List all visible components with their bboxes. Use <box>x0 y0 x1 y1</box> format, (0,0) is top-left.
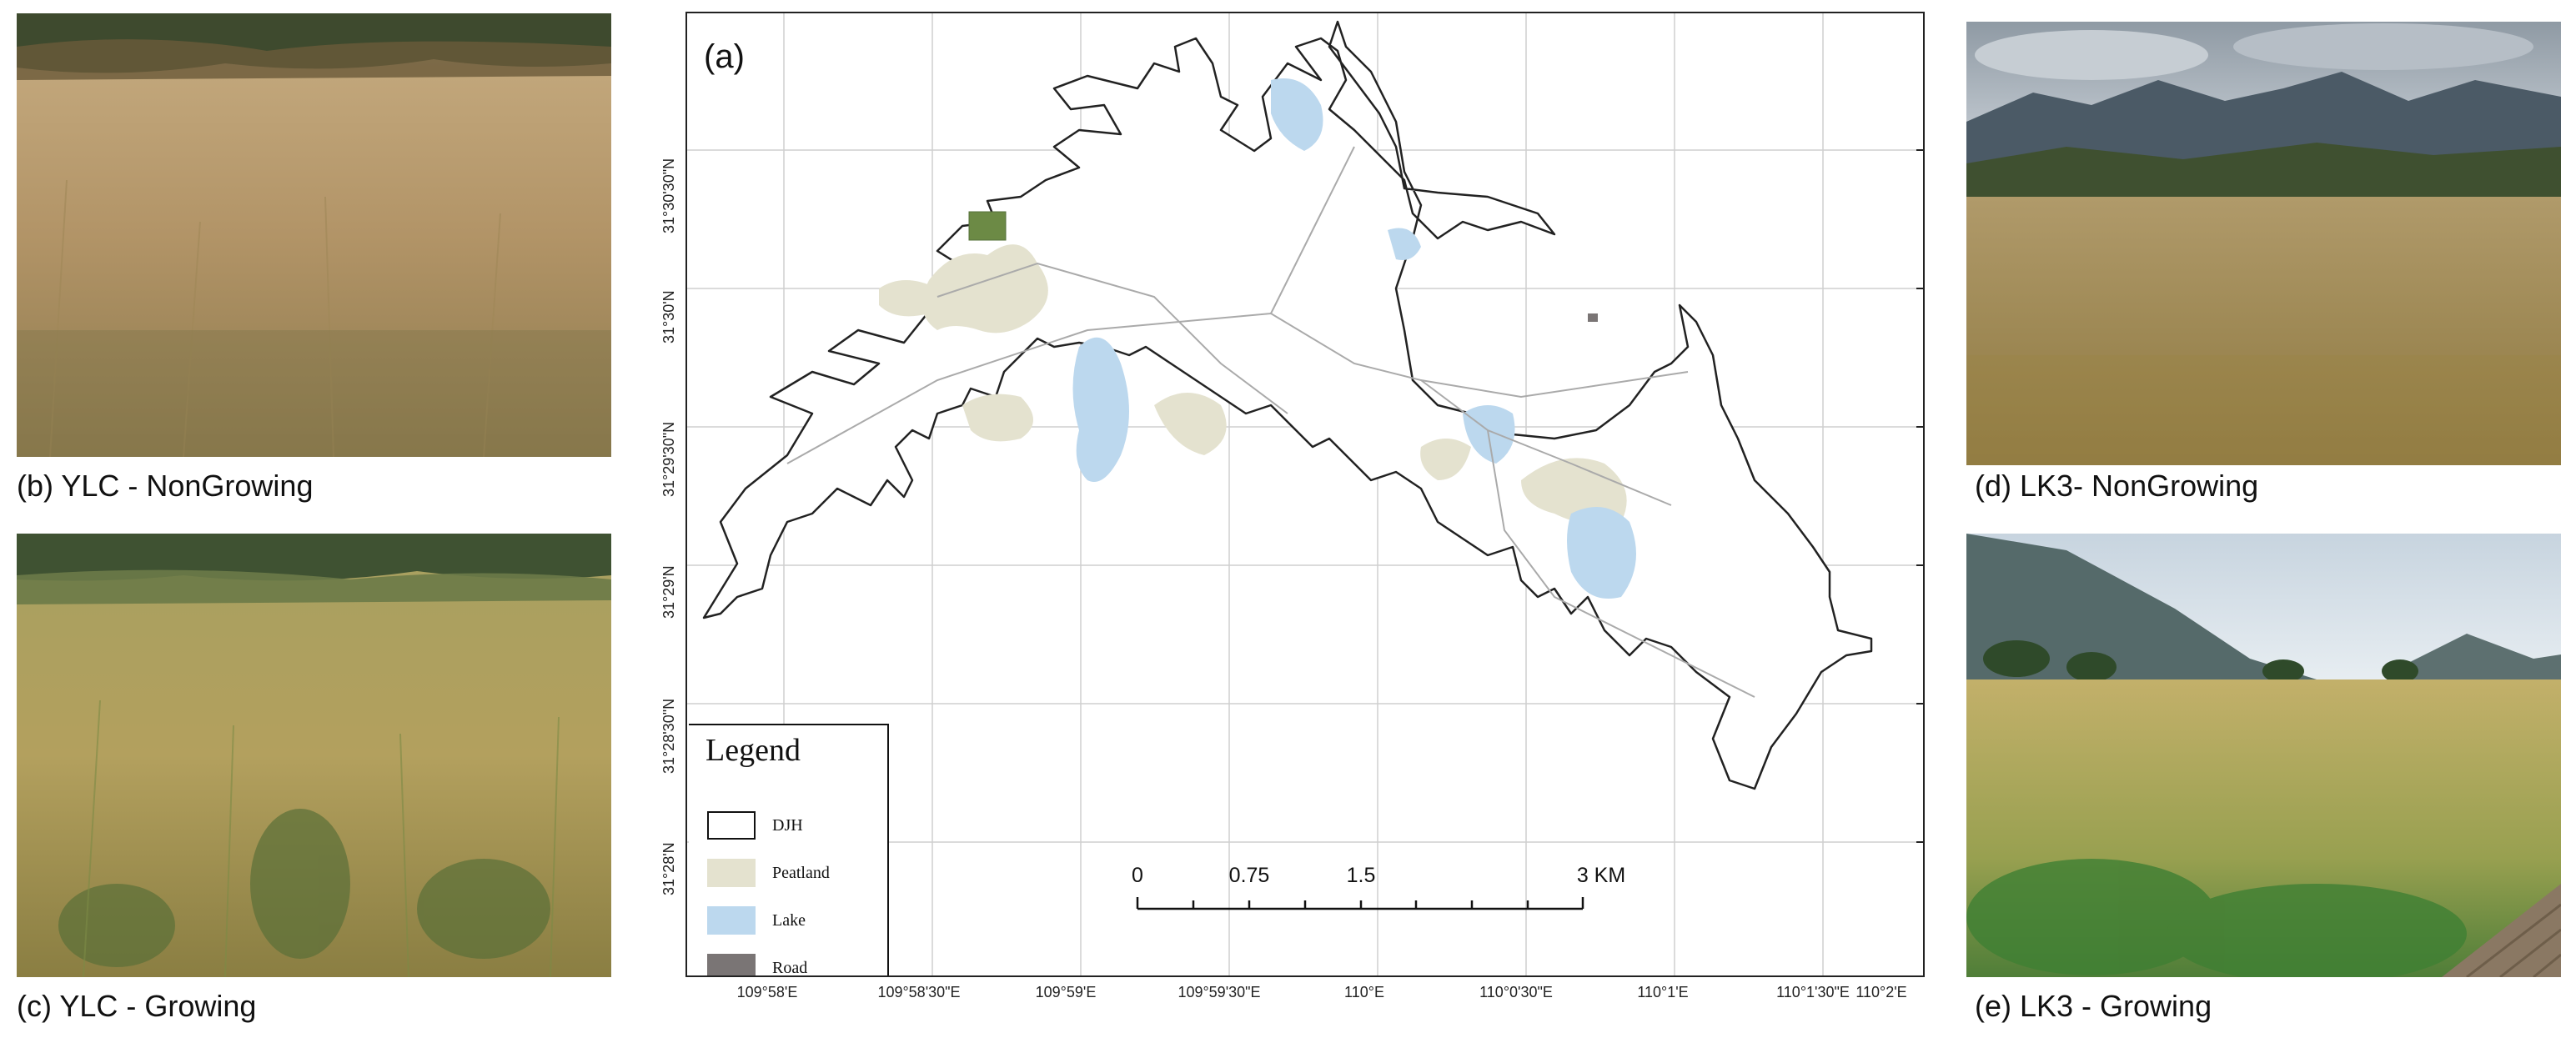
caption-b: (b) YLC - NonGrowing <box>17 469 314 503</box>
photo-ylc-growing <box>17 534 611 977</box>
map-legend: Legend DJH Peatland Lake Road <box>689 724 889 977</box>
lat-label: 31°30'N <box>660 290 677 343</box>
lon-label: 109°59'E <box>1035 984 1097 1000</box>
map-canvas <box>687 13 1923 975</box>
lon-label: 110°1'E <box>1637 984 1689 1000</box>
legend-label: Peatland <box>772 863 830 882</box>
photo-ylc-nongrowing <box>17 13 611 457</box>
lat-label: 31°29'N <box>660 565 677 619</box>
lat-label: 31°30'30"N <box>660 158 677 233</box>
photo-lk3-nongrowing <box>1966 22 2561 465</box>
study-site-ylc <box>968 211 1007 241</box>
legend-item-road: Road <box>707 951 808 977</box>
legend-label: Road <box>772 958 808 977</box>
legend-item-djh: DJH <box>707 809 803 842</box>
legend-swatch-road <box>707 954 756 975</box>
lat-label: 31°29'30"N <box>660 421 677 497</box>
legend-title: Legend <box>706 733 801 768</box>
legend-swatch-peatland <box>707 859 756 887</box>
legend-swatch-djh <box>707 811 756 840</box>
scale-label-15: 1.5 <box>1346 864 1376 887</box>
legend-item-lake: Lake <box>707 904 806 937</box>
scale-bar <box>1136 897 1584 910</box>
legend-label: Lake <box>772 910 806 930</box>
lon-label: 110°2'E <box>1855 984 1907 1000</box>
road-network <box>786 146 1755 698</box>
photo-lk3-growing <box>1966 534 2561 977</box>
lon-label: 109°58'E <box>736 984 798 1000</box>
scale-label-0: 0 <box>1132 864 1143 887</box>
caption-d: (d) LK3- NonGrowing <box>1975 469 2259 503</box>
lon-label: 110°1'30"E <box>1776 984 1850 1000</box>
scale-label-075: 0.75 <box>1228 864 1270 887</box>
scale-label-3km: 3 KM <box>1576 864 1626 887</box>
caption-c: (c) YLC - Growing <box>17 989 257 1023</box>
legend-swatch-lake <box>707 906 756 935</box>
caption-e: (e) LK3 - Growing <box>1975 989 2212 1023</box>
map-panel: (a) 0 0.75 1.5 3 KM Legend DJH Peatland … <box>685 12 1925 977</box>
legend-label: DJH <box>772 815 803 835</box>
lon-label: 109°59'30"E <box>1178 984 1261 1000</box>
lon-label: 110°E <box>1344 984 1384 1000</box>
lat-label: 31°28'N <box>660 842 677 895</box>
lon-label: 110°0'30"E <box>1479 984 1553 1000</box>
lake-areas <box>1072 78 1636 599</box>
legend-item-peatland: Peatland <box>707 856 830 890</box>
lon-label: 109°58'30"E <box>877 984 961 1000</box>
peatland-areas <box>879 244 1627 525</box>
study-site-lk3 <box>1588 313 1598 322</box>
panel-label-a: (a) <box>704 38 745 75</box>
lat-label: 31°28'30"N <box>660 698 677 774</box>
